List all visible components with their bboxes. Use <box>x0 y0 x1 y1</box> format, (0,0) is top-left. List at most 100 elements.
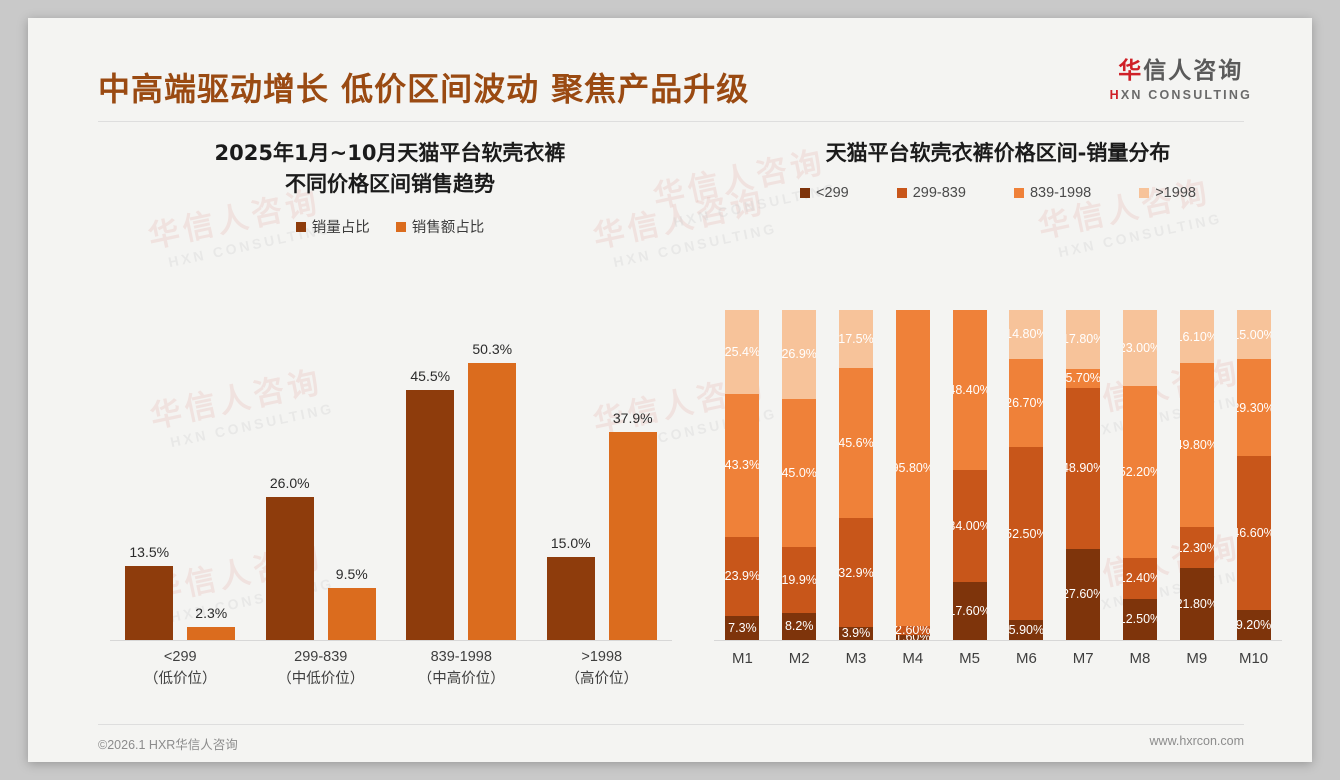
stack-segment-label: 49.80% <box>1180 438 1214 453</box>
stack-segment[interactable]: 17.80% <box>1066 310 1101 369</box>
chart-legend-right: <299 299-839 839-1998 >1998 <box>700 185 1296 201</box>
stack-segment[interactable]: 19.9% <box>782 547 817 613</box>
stack-segment[interactable]: 29.30% <box>1236 359 1271 457</box>
bar-column[interactable]: 26.0% <box>265 310 314 640</box>
x-axis-category-sublabel: （中低价位） <box>277 671 365 687</box>
stacked-bar[interactable]: 14.80% 26.70% 52.50% 5.90% <box>1009 310 1044 640</box>
stack-segment[interactable]: 34.00% <box>952 469 987 582</box>
stack-segment-label: 26.9% <box>782 347 817 362</box>
stack-segment[interactable]: 16.10% <box>1179 310 1214 364</box>
bar-column[interactable]: 2.3% <box>187 310 236 640</box>
x-axis-month-label: M4 <box>902 650 924 667</box>
footer-website[interactable]: www.hxrcon.com <box>1149 734 1244 748</box>
stack-segment-label: 2.60% <box>895 626 930 635</box>
stack-segment[interactable]: 48.90% <box>1066 387 1101 549</box>
stack-segment[interactable]: 52.20% <box>1122 385 1157 558</box>
chart-legend-left: 销量占比 销售额占比 <box>90 216 690 237</box>
stack-segment[interactable]: 52.50% <box>1009 446 1044 621</box>
legend-item-1[interactable]: <299 <box>800 185 849 201</box>
legend-item-2[interactable]: 销售额占比 <box>395 216 484 237</box>
stack-segment[interactable]: 48.40% <box>952 310 987 470</box>
legend-item-4[interactable]: >1998 <box>1139 185 1196 201</box>
stack-segment[interactable]: 32.9% <box>838 518 873 627</box>
stack-segment[interactable]: 17.60% <box>952 581 987 640</box>
stack-segment[interactable]: 9.20% <box>1236 609 1271 640</box>
bar-amt[interactable] <box>327 588 376 640</box>
stack-segment[interactable]: 23.00% <box>1122 310 1157 386</box>
bar-qty[interactable] <box>265 497 314 640</box>
stack-segment[interactable]: 3.9% <box>838 626 873 640</box>
x-axis-category-label: >1998 <box>581 649 623 665</box>
stacked-bar[interactable]: 95.80% 2.60%1.60% <box>895 310 930 640</box>
bar-column[interactable]: 13.5% <box>125 310 174 640</box>
stack-segment-label: 48.40% <box>953 382 987 397</box>
stack-segment[interactable]: 7.3% <box>725 615 760 640</box>
stack-segment[interactable]: 1.60% <box>895 634 930 640</box>
stack-segment[interactable]: 17.5% <box>838 310 873 368</box>
stack-segment[interactable]: 23.9% <box>725 536 760 616</box>
stack-segment[interactable]: 8.2% <box>782 612 817 640</box>
stacked-bar[interactable]: 17.80% 5.70% 48.90% 27.60% <box>1066 310 1101 640</box>
stack-segment[interactable]: 25.4% <box>725 310 760 394</box>
bar-column[interactable]: 9.5% <box>327 310 376 640</box>
stacked-bar[interactable]: 48.40% 34.00% 17.60% <box>952 310 987 640</box>
stack-segment-label: 95.80% <box>896 461 930 476</box>
legend-swatch-icon <box>395 221 406 232</box>
bar-qty[interactable] <box>125 566 174 640</box>
stacked-bar[interactable]: 23.00% 52.20% 12.40% 12.50% <box>1122 310 1157 640</box>
bar-column[interactable]: 37.9% <box>608 310 657 640</box>
stack-segment-label: 12.40% <box>1123 571 1157 586</box>
stack-segment[interactable]: 46.60% <box>1236 456 1271 610</box>
stack-segment[interactable]: 12.50% <box>1122 598 1157 640</box>
stacked-bar[interactable]: 26.9% 45.0% 19.9% 8.2% <box>782 310 817 640</box>
stack-segment[interactable]: 14.80% <box>1009 310 1044 359</box>
bar-column[interactable]: 45.5% <box>406 310 455 640</box>
x-axis-month-label: M5 <box>959 650 980 667</box>
stacked-bar[interactable]: 25.4% 43.3% 23.9% 7.3% <box>725 310 760 640</box>
stacked-bar[interactable]: 17.5% 45.6% 32.9% 3.9% <box>838 310 873 640</box>
bar-qty[interactable] <box>546 557 595 640</box>
stack-segment[interactable]: 26.70% <box>1009 358 1044 447</box>
legend-item-1[interactable]: 销量占比 <box>295 216 370 237</box>
stack-segment[interactable]: 49.80% <box>1179 363 1214 528</box>
stack-segment-label: 17.80% <box>1066 332 1100 347</box>
logo-chinese-rest: 信人咨询 <box>1143 58 1244 84</box>
x-axis-category-sublabel: （中高价位） <box>417 671 505 687</box>
bar-group: 26.0% 9.5% <box>251 310 392 640</box>
legend-swatch-icon <box>800 188 811 198</box>
stacked-bar[interactable]: 15.00% 29.30% 46.60% 9.20% <box>1236 310 1271 640</box>
stack-segment[interactable]: 5.90% <box>1009 620 1044 640</box>
bar-value-label: 37.9% <box>612 410 653 426</box>
stack-segment[interactable]: 21.80% <box>1179 568 1214 640</box>
stack-segment[interactable]: 45.0% <box>782 398 817 548</box>
bar-column[interactable]: 50.3% <box>468 310 517 640</box>
stack-segment-label: 3.9% <box>841 626 871 640</box>
stack-segment[interactable]: 95.80% <box>895 310 930 627</box>
bar-qty[interactable] <box>406 390 455 640</box>
stack-segment[interactable]: 5.70% <box>1066 368 1101 388</box>
stack-segment[interactable]: 15.00% <box>1236 310 1271 360</box>
stack-segment-label: 12.50% <box>1123 612 1157 627</box>
bar-column[interactable]: 15.0% <box>546 310 595 640</box>
stack-segment-label: 17.60% <box>953 603 987 618</box>
stack-segment-label: 45.0% <box>782 466 817 481</box>
legend-item-3[interactable]: 839-1998 <box>1013 185 1091 201</box>
stack-segment[interactable]: 43.3% <box>725 393 760 537</box>
bar-amt[interactable] <box>187 627 236 640</box>
bar-amt[interactable] <box>608 432 657 640</box>
stack-segment[interactable]: 45.6% <box>838 367 873 519</box>
stack-segment[interactable]: 2.60% <box>895 626 930 635</box>
bar-group: 13.5% 2.3% <box>110 310 251 640</box>
bar-value-label: 50.3% <box>472 341 513 357</box>
stack-segment-label: 26.70% <box>1009 395 1043 410</box>
stack-segment[interactable]: 12.40% <box>1122 557 1157 599</box>
legend-item-2[interactable]: 299-839 <box>896 185 966 201</box>
bar-amt[interactable] <box>468 363 517 640</box>
stack-segment[interactable]: 12.30% <box>1179 527 1214 569</box>
page-title: 中高端驱动增长 低价区间波动 聚焦产品升级 <box>98 70 750 108</box>
stacked-bar[interactable]: 16.10% 49.80% 12.30% 21.80% <box>1179 310 1214 640</box>
stack-segment-label: 16.10% <box>1180 329 1214 344</box>
stack-segment[interactable]: 27.60% <box>1066 548 1101 640</box>
bar-value-label: 9.5% <box>335 566 368 582</box>
stack-segment[interactable]: 26.9% <box>782 310 817 399</box>
